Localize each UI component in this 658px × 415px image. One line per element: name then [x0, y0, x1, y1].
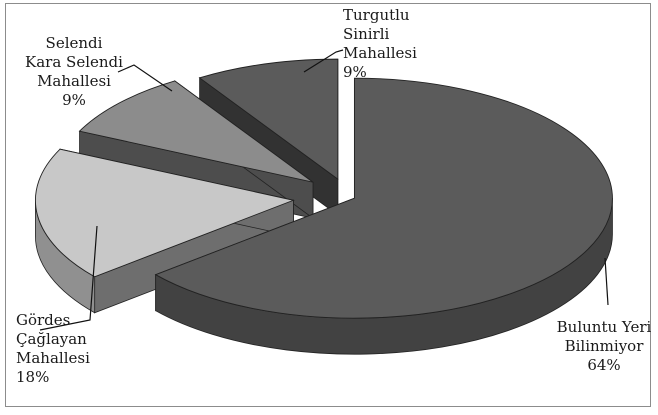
- pie-slice-1: [35, 148, 296, 278]
- slice-label-1-line-1: Çağlayan: [16, 330, 87, 348]
- slice-label-2-line-1: Kara Selendi: [25, 53, 123, 71]
- percent-label-1: 18%: [16, 368, 49, 386]
- slice-label-3-line-2: Mahallesi: [343, 44, 417, 62]
- percent-label-2: 9%: [62, 91, 86, 109]
- pie-slice-0: [154, 77, 613, 319]
- slice-label-3-line-1: Sinirli: [343, 25, 389, 43]
- slice-label-2-line-0: Selendi: [46, 34, 103, 52]
- leader-line-0: [604, 257, 609, 306]
- slice-label-2-line-2: Mahallesi: [37, 72, 111, 90]
- slice-label-1-line-0: Gördes: [16, 311, 70, 329]
- percent-label-3: 9%: [343, 63, 367, 81]
- percent-label-0: 64%: [587, 356, 620, 374]
- leader-line-2: [117, 64, 173, 92]
- pie-slice-3: [198, 58, 339, 181]
- slice-label-1-line-2: Mahallesi: [16, 349, 90, 367]
- leader-line-1: [39, 225, 98, 331]
- pie-slice-2: [78, 80, 314, 183]
- leader-line-3: [303, 49, 344, 73]
- slice-label-0-line-1: Bilinmiyor: [565, 337, 645, 355]
- slice-label-3-line-0: Turgutlu: [343, 6, 410, 24]
- slice-label-0-line-0: Buluntu Yeri: [557, 318, 652, 336]
